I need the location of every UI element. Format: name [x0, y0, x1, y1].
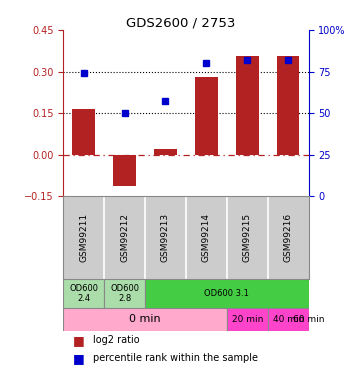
Text: ■: ■ [73, 334, 85, 347]
Bar [63, 279, 104, 308]
Text: OD600
2.4: OD600 2.4 [69, 284, 98, 303]
Text: 60 min: 60 min [293, 315, 325, 324]
Text: GSM99216: GSM99216 [284, 213, 293, 262]
Text: GSM99212: GSM99212 [120, 213, 129, 262]
Bar [63, 308, 227, 331]
Bar [277, 56, 299, 154]
Bar [154, 148, 177, 154]
Text: 20 min: 20 min [232, 315, 263, 324]
Bar [195, 76, 218, 154]
Text: 40 min: 40 min [273, 315, 304, 324]
Text: GSM99215: GSM99215 [243, 213, 252, 262]
Text: GDS2600 / 2753: GDS2600 / 2753 [126, 17, 235, 30]
Text: OD600
2.8: OD600 2.8 [110, 284, 139, 303]
Text: 0 min: 0 min [129, 315, 161, 324]
Bar [145, 279, 309, 308]
Text: log2 ratio: log2 ratio [93, 335, 139, 345]
Text: percentile rank within the sample: percentile rank within the sample [93, 353, 258, 363]
Bar [113, 154, 136, 186]
Text: ■: ■ [73, 352, 85, 365]
Text: GSM99214: GSM99214 [202, 213, 211, 262]
Text: GSM99213: GSM99213 [161, 213, 170, 262]
Bar [104, 279, 145, 308]
Bar [72, 109, 95, 154]
Text: GSM99211: GSM99211 [79, 213, 88, 262]
Bar [268, 308, 309, 331]
Bar [227, 308, 268, 331]
Text: OD600 3.1: OD600 3.1 [204, 289, 249, 298]
Bar [236, 56, 258, 154]
